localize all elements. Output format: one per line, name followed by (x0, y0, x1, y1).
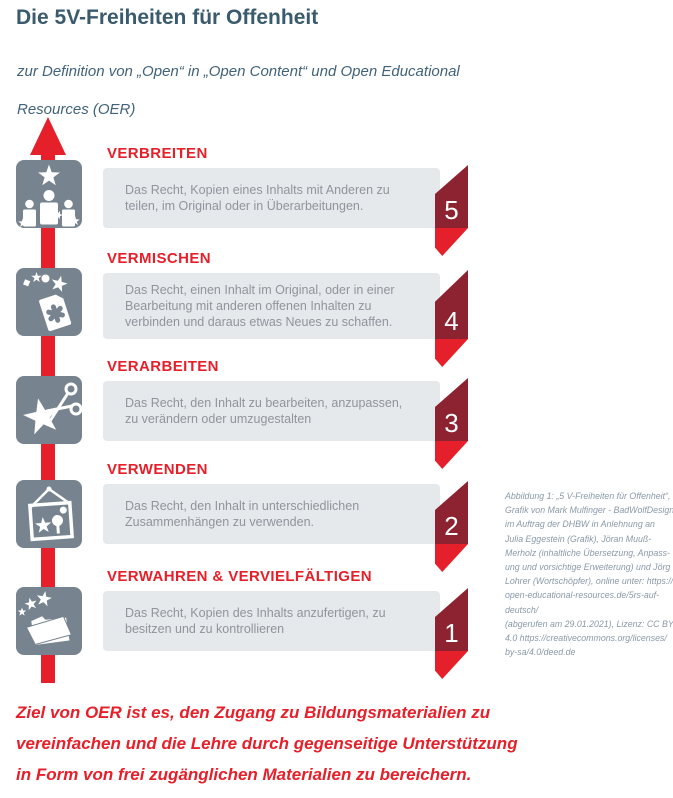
description-box: Das Recht, einen Inhalt im Original, ode… (103, 270, 468, 367)
ribbon-number: 1 (444, 618, 459, 648)
number-ribbon: 1 (435, 588, 468, 651)
description-text: Das Recht, einen Inhalt im Original, ode… (125, 283, 395, 329)
description-box: Das Recht, den Inhalt in unterschiedlich… (103, 481, 468, 572)
description-box: Das Recht, den Inhalt zu bearbeiten, anz… (103, 378, 468, 469)
ribbon-number: 4 (444, 306, 459, 336)
section-heading: VERMISCHEN (107, 250, 212, 267)
description-box: Das Recht, Kopien eines Inhalts mit Ande… (103, 165, 468, 256)
section-verwenden: VERWENDEN Das Recht, den Inhalt in unter… (103, 461, 483, 572)
section-heading: VERARBEITEN (107, 358, 219, 375)
section-heading: VERWENDEN (107, 461, 208, 478)
section-verbreiten: VERBREITEN Das Recht, Kopien eines Inhal… (103, 145, 483, 256)
folder-stars-icon (16, 587, 82, 655)
section-heading: VERBREITEN (107, 145, 208, 162)
section-vermischen: VERMISCHEN Das Recht, einen Inhalt im Or… (103, 250, 483, 367)
number-ribbon: 2 (435, 481, 468, 544)
picture-frame-icon (16, 480, 82, 548)
description-box: Das Recht, Kopien des Inhalts anzufertig… (103, 588, 468, 679)
number-ribbon: 3 (435, 378, 468, 441)
ribbon-fold (435, 651, 468, 679)
ribbon-number: 2 (444, 511, 459, 541)
page-title: Die 5V-Freiheiten für Offenheit (16, 6, 319, 29)
upward-arrow-head-icon (30, 117, 66, 155)
section-heading: VERWAHREN & VERVIELFÄLTIGEN (107, 568, 372, 585)
description-text: Das Recht, Kopien eines Inhalts mit Ande… (125, 183, 390, 213)
number-ribbon: 4 (435, 270, 468, 339)
figure-caption: Abbildung 1: „5 V-Freiheiten für Offenhe… (505, 491, 673, 658)
description-text: Das Recht, Kopien des Inhalts anzufertig… (125, 606, 386, 636)
star-scissors-icon (16, 376, 82, 444)
description-text: Das Recht, den Inhalt zu bearbeiten, anz… (125, 396, 403, 426)
people-share-icon (16, 160, 82, 228)
page-subtitle: zur Definition von „Open“ in „Open Conte… (17, 63, 460, 118)
mix-document-icon (16, 268, 82, 336)
number-ribbon: 5 (435, 165, 468, 228)
goal-statement: Ziel von OER ist es, den Zugang zu Bildu… (16, 703, 518, 784)
description-text: Das Recht, den Inhalt in unterschiedlich… (125, 499, 360, 529)
ribbon-number: 3 (444, 408, 459, 438)
ribbon-number: 5 (444, 195, 459, 225)
section-verarbeiten: VERARBEITEN Das Recht, den Inhalt zu bea… (103, 358, 483, 469)
section-verwahren-vervielfaeltigen: VERWAHREN & VERVIELFÄLTIGEN Das Recht, K… (103, 568, 483, 679)
